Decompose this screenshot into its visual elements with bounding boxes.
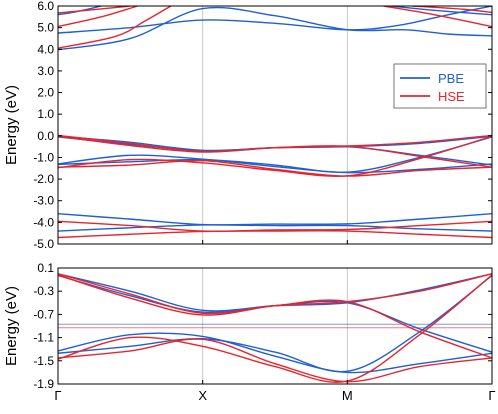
panel-0-ytick-label: -4.0 <box>33 215 54 229</box>
panel-0-band-5 <box>58 6 138 28</box>
xtick-label: X <box>198 388 207 403</box>
panel-0-band-2 <box>58 6 492 51</box>
panel-0-ytick-label: -5.0 <box>33 237 54 251</box>
panel-0-band-0 <box>58 6 102 16</box>
panel-0-band-7 <box>383 6 492 28</box>
panel-0-band-3 <box>390 6 492 16</box>
panel-1-ytick-label: -1.5 <box>33 354 54 368</box>
panel-1-band-1 <box>58 274 492 353</box>
panel-0-band-14 <box>58 135 492 168</box>
panel-1-ylabel: Energy (eV) <box>3 286 20 366</box>
legend-label-1: HSE <box>438 89 465 104</box>
panel-1-ytick-label: -1.9 <box>33 377 54 391</box>
panel-0-ytick-label: -3.0 <box>33 194 54 208</box>
panel-0-ytick-label: 3.0 <box>37 64 54 78</box>
panel-1-band-7 <box>58 274 492 383</box>
panel-1-frame <box>57 267 493 385</box>
legend-box <box>393 63 487 109</box>
panel-0-ytick-label: 6.0 <box>37 0 54 13</box>
panel-1-ytick-label: 0.1 <box>37 261 54 275</box>
panel-1-band-6 <box>58 338 492 383</box>
panel-0-ytick-label: 1.0 <box>37 107 54 121</box>
xtick-label: Γ <box>488 388 495 403</box>
panel-0-ytick-label: -1.0 <box>33 150 54 164</box>
panel-0-band-17 <box>58 213 492 226</box>
panel-0-ytick-label: 2.0 <box>37 86 54 100</box>
panel-0-ytick-label: 4.0 <box>37 42 54 56</box>
panel-0-ytick-label: -2.0 <box>33 172 54 186</box>
panel-0-frame <box>57 5 493 245</box>
panel-1-band-5 <box>58 274 492 359</box>
panel-0-band-19 <box>58 220 492 232</box>
panel-0-band-6 <box>58 6 172 49</box>
panel-0-band-20 <box>58 230 492 239</box>
xtick-label: M <box>342 388 353 403</box>
panel-1-ytick-label: -1.1 <box>33 331 54 345</box>
panel-0-band-12 <box>58 136 492 174</box>
panel-0-band-18 <box>58 224 492 232</box>
panel-0-ytick-label: 0.0 <box>37 129 54 143</box>
panel-1-ytick-label: -0.7 <box>33 307 54 321</box>
legend-label-0: PBE <box>438 71 464 86</box>
panel-0-band-15 <box>58 159 492 177</box>
panel-1-band-2 <box>58 332 492 374</box>
panel-0-band-8 <box>412 6 492 14</box>
panel-0-ytick-label: 5.0 <box>37 21 54 35</box>
panel-0-band-4 <box>58 6 131 14</box>
panel-1-ytick-label: -0.3 <box>33 284 54 298</box>
panel-0-band-11 <box>58 154 492 174</box>
panel-0-band-16 <box>58 135 492 177</box>
xtick-label: Γ <box>54 388 61 403</box>
panel-0-ylabel: Energy (eV) <box>3 85 20 165</box>
